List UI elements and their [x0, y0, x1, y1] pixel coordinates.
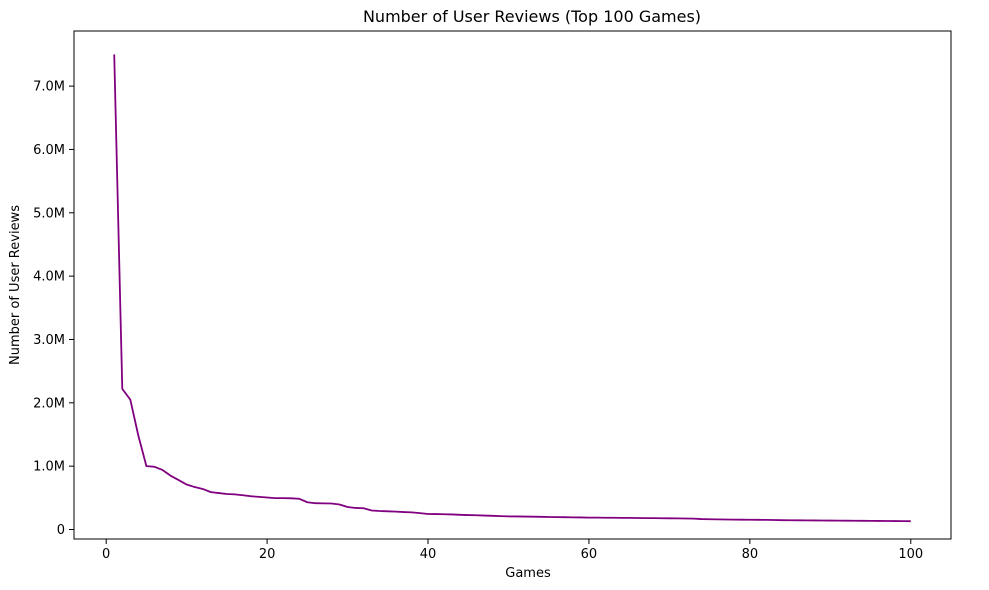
y-tick-label: 0	[57, 523, 65, 538]
x-tick-label: 40	[420, 547, 437, 562]
plot-area	[73, 30, 952, 540]
y-tick-label: 1.0M	[33, 460, 65, 475]
series-line	[113, 54, 911, 523]
y-tick-label: 2.0M	[33, 396, 65, 411]
series-group	[113, 54, 911, 523]
x-axis-ticks: 0 20 40 60 80 100	[102, 539, 923, 562]
x-tick-label: 80	[742, 547, 759, 562]
x-tick-label: 0	[102, 547, 110, 562]
y-tick-label: 7.0M	[33, 80, 65, 95]
x-axis-label: Games	[505, 566, 551, 581]
y-tick-label: 4.0M	[33, 270, 65, 285]
x-tick-label: 20	[259, 547, 276, 562]
chart-title: Number of User Reviews (Top 100 Games)	[363, 7, 701, 26]
x-tick-label: 60	[581, 547, 598, 562]
y-axis-ticks: 0 1.0M 2.0M 3.0M 4.0M 5.0M 6.0M 7.0M	[33, 80, 74, 538]
y-tick-label: 6.0M	[33, 143, 65, 158]
y-tick-label: 3.0M	[33, 333, 65, 348]
y-axis-label: Number of User Reviews	[8, 205, 23, 365]
y-tick-label: 5.0M	[33, 206, 65, 221]
x-tick-label: 100	[898, 547, 923, 562]
